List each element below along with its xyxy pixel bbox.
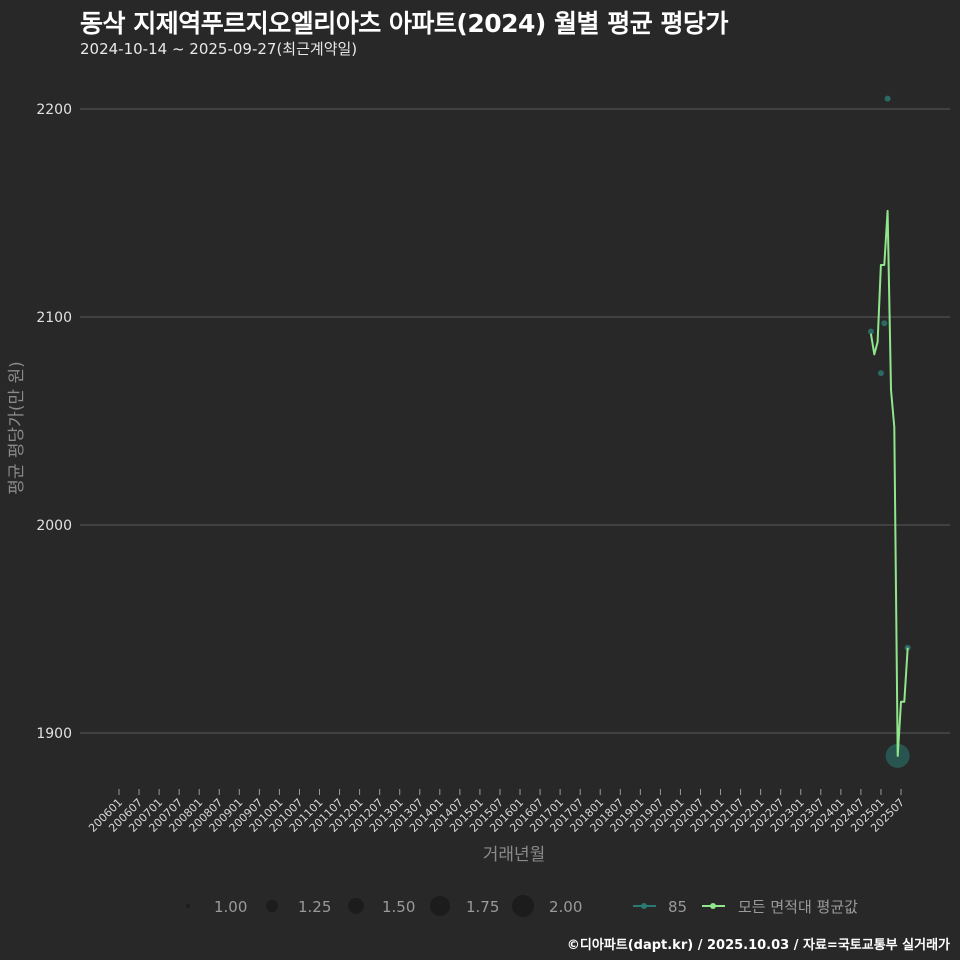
y-tick-label: 1900	[36, 726, 72, 742]
average-line	[869, 209, 909, 757]
chart-subtitle: 2024-10-14 ~ 2025-09-27(최근계약일)	[80, 40, 358, 58]
scatter-point	[881, 320, 888, 327]
size-legend-key	[348, 898, 364, 914]
size-legend-key	[186, 904, 190, 908]
size-legend-label: 2.00	[549, 898, 582, 916]
size-legend-key	[266, 900, 278, 912]
scatter-point	[877, 370, 884, 377]
scatter-series-85	[867, 95, 911, 768]
y-tick-label: 2200	[36, 102, 72, 118]
y-tick-label: 2000	[36, 518, 72, 534]
series-average-key	[710, 903, 716, 909]
source-caption: ©디아파트(dapt.kr) / 2025.10.03 / 자료=국토교통부 실…	[566, 938, 950, 953]
size-legend-key	[512, 895, 534, 917]
size-legend-label: 1.75	[466, 898, 499, 916]
size-legend-label: 1.50	[382, 898, 415, 916]
y-axis-title: 평균 평당가(만 원)	[7, 361, 27, 495]
y-tick-label: 2100	[36, 310, 72, 326]
x-axis-title: 거래년월	[483, 845, 546, 865]
series-average-label: 모든 면적대 평균값	[738, 898, 858, 916]
series-85-key	[641, 903, 647, 909]
scatter-point	[884, 95, 891, 102]
series-85-label: 85	[668, 898, 687, 916]
size-legend-label: 1.00	[214, 898, 247, 916]
x-axis-ticks: 2006012006072007012007072008012008072009…	[86, 789, 907, 835]
legend: 1.00 1.25 1.50 1.75 2.00 85 모든 면적대 평균값	[186, 895, 858, 917]
size-legend-label: 1.25	[298, 898, 331, 916]
scatter-point	[867, 328, 874, 335]
line-series-average	[869, 209, 909, 757]
y-axis-ticks: 1900 2000 2100 2200	[36, 102, 72, 742]
gridlines	[80, 108, 950, 734]
chart-title: 동삭 지제역푸르지오엘리아츠 아파트(2024) 월별 평균 평당가	[80, 9, 728, 38]
size-legend-key	[430, 896, 450, 916]
